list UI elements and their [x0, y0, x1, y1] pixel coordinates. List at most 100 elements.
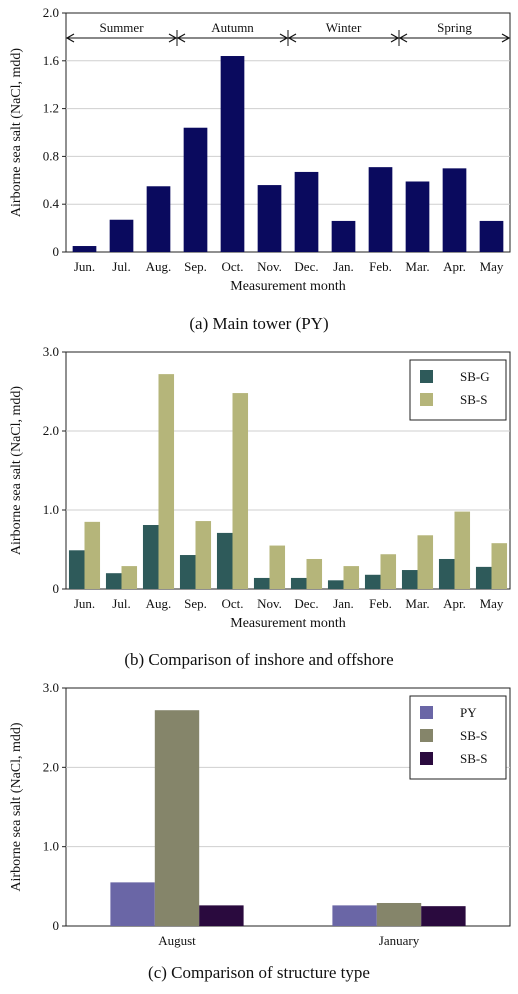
x-tick-label: Mar.	[405, 596, 429, 611]
bar	[479, 220, 504, 252]
caption-structure-type: (c) Comparison of structure type	[148, 963, 370, 982]
bar	[269, 545, 286, 589]
x-tick-label: Nov.	[257, 259, 282, 274]
x-tick-label: Jan.	[333, 596, 354, 611]
x-tick-label: Mar.	[405, 259, 429, 274]
bar	[290, 577, 307, 589]
legend-label: PY	[460, 705, 477, 720]
caption-inshore-offshore: (b) Comparison of inshore and offshore	[124, 650, 394, 669]
x-tick-label: Feb.	[369, 596, 392, 611]
chart-main-tower: 0 0.4 0.8 1.2 1.6 2.0 Summer Autumn Winter Spring…	[9, 5, 511, 294]
y-tick-label: 2.0	[43, 423, 59, 438]
bar	[405, 181, 430, 252]
x-tick-label: Apr.	[443, 596, 466, 611]
season-arrow-right	[168, 33, 178, 43]
bar	[183, 127, 208, 252]
legend-swatch	[420, 370, 433, 383]
x-tick-label: Jul.	[112, 259, 130, 274]
x-tick-label: Jul.	[112, 596, 130, 611]
season-arrow-left	[287, 33, 297, 43]
season-arrow-left	[65, 33, 75, 43]
x-tick-label: Dec.	[294, 259, 318, 274]
legend-label: SB-S	[460, 728, 487, 743]
y-tick-label: 1.0	[43, 839, 59, 854]
y-axis-label: Airborne sea salt (NaCl, mdd)	[9, 48, 24, 217]
legend-swatch	[420, 393, 433, 406]
season-arrow-right	[390, 33, 400, 43]
bar	[475, 566, 492, 589]
x-tick-label: Feb.	[369, 259, 392, 274]
x-tick-label: Oct.	[221, 259, 243, 274]
legend-label: SB-G	[460, 369, 490, 384]
bar	[376, 902, 422, 926]
bar	[332, 905, 377, 926]
x-tick-label: Dec.	[294, 596, 318, 611]
season-arrow-left	[398, 33, 408, 43]
x-tick-label: Apr.	[443, 259, 466, 274]
y-tick-label: 3.0	[43, 680, 59, 695]
x-tick-label: August	[158, 933, 196, 948]
season-arrow-right	[501, 33, 511, 43]
y-tick-label: 1.0	[43, 502, 59, 517]
bar	[442, 168, 467, 252]
bar	[364, 574, 381, 589]
bar	[491, 543, 508, 589]
season-label: Summer	[99, 20, 144, 35]
y-tick-label: 0.8	[43, 148, 59, 163]
bar	[327, 580, 344, 589]
chart-inshore-offshore: 0 1.0 2.0 3.0 Jun. Jul. Aug. Sep. Oct. Nov. Dec. Ja…	[9, 344, 511, 631]
bar	[343, 566, 360, 589]
y-tick-label: 0	[53, 244, 60, 259]
bar	[220, 56, 245, 252]
y-tick-label: 1.2	[43, 101, 59, 116]
x-tick-label: Sep.	[184, 259, 207, 274]
y-tick-label: 0	[53, 581, 60, 596]
y-tick-label: 0.4	[43, 196, 60, 211]
bar	[72, 246, 97, 252]
bar	[380, 554, 397, 589]
bar	[84, 521, 101, 589]
bar	[146, 186, 171, 252]
legend-label: SB-S	[460, 392, 487, 407]
bar	[438, 558, 455, 589]
season-arrow-left	[176, 33, 186, 43]
bar	[121, 566, 138, 589]
bar	[294, 171, 319, 252]
y-tick-label: 3.0	[43, 344, 59, 359]
x-tick-label: Sep.	[184, 596, 207, 611]
bar	[216, 532, 233, 589]
legend-swatch	[420, 752, 433, 765]
legend-label: SB-S	[460, 751, 487, 766]
x-tick-label: Aug.	[146, 259, 172, 274]
bar	[421, 906, 466, 926]
bar	[331, 220, 356, 252]
x-tick-label: Jun.	[74, 259, 95, 274]
plot-frame	[65, 687, 511, 927]
bar	[142, 525, 159, 589]
y-tick-label: 2.0	[43, 5, 59, 20]
bar	[110, 882, 155, 926]
bar	[105, 573, 122, 589]
bar	[195, 521, 212, 589]
bar	[368, 167, 393, 252]
x-tick-label: Nov.	[257, 596, 282, 611]
bar	[306, 558, 323, 589]
y-axis-label: Airborne sea salt (NaCl, mdd)	[9, 722, 24, 891]
x-tick-label: Oct.	[221, 596, 243, 611]
x-tick-label: Jan.	[333, 259, 354, 274]
bar	[417, 535, 434, 589]
x-axis-label: Measurement month	[230, 616, 345, 631]
x-tick-label: January	[379, 933, 420, 948]
plot-frame	[65, 351, 511, 590]
caption-main-tower: (a) Main tower (PY)	[189, 314, 329, 333]
bar	[232, 393, 249, 589]
bar	[109, 219, 134, 252]
bar	[179, 555, 196, 589]
bar	[158, 374, 175, 589]
bar	[257, 185, 282, 252]
plot-frame	[65, 12, 511, 253]
x-tick-label: Jun.	[74, 596, 95, 611]
x-tick-label: May	[480, 259, 504, 274]
legend-swatch	[420, 729, 433, 742]
x-axis-label: Measurement month	[230, 279, 345, 294]
